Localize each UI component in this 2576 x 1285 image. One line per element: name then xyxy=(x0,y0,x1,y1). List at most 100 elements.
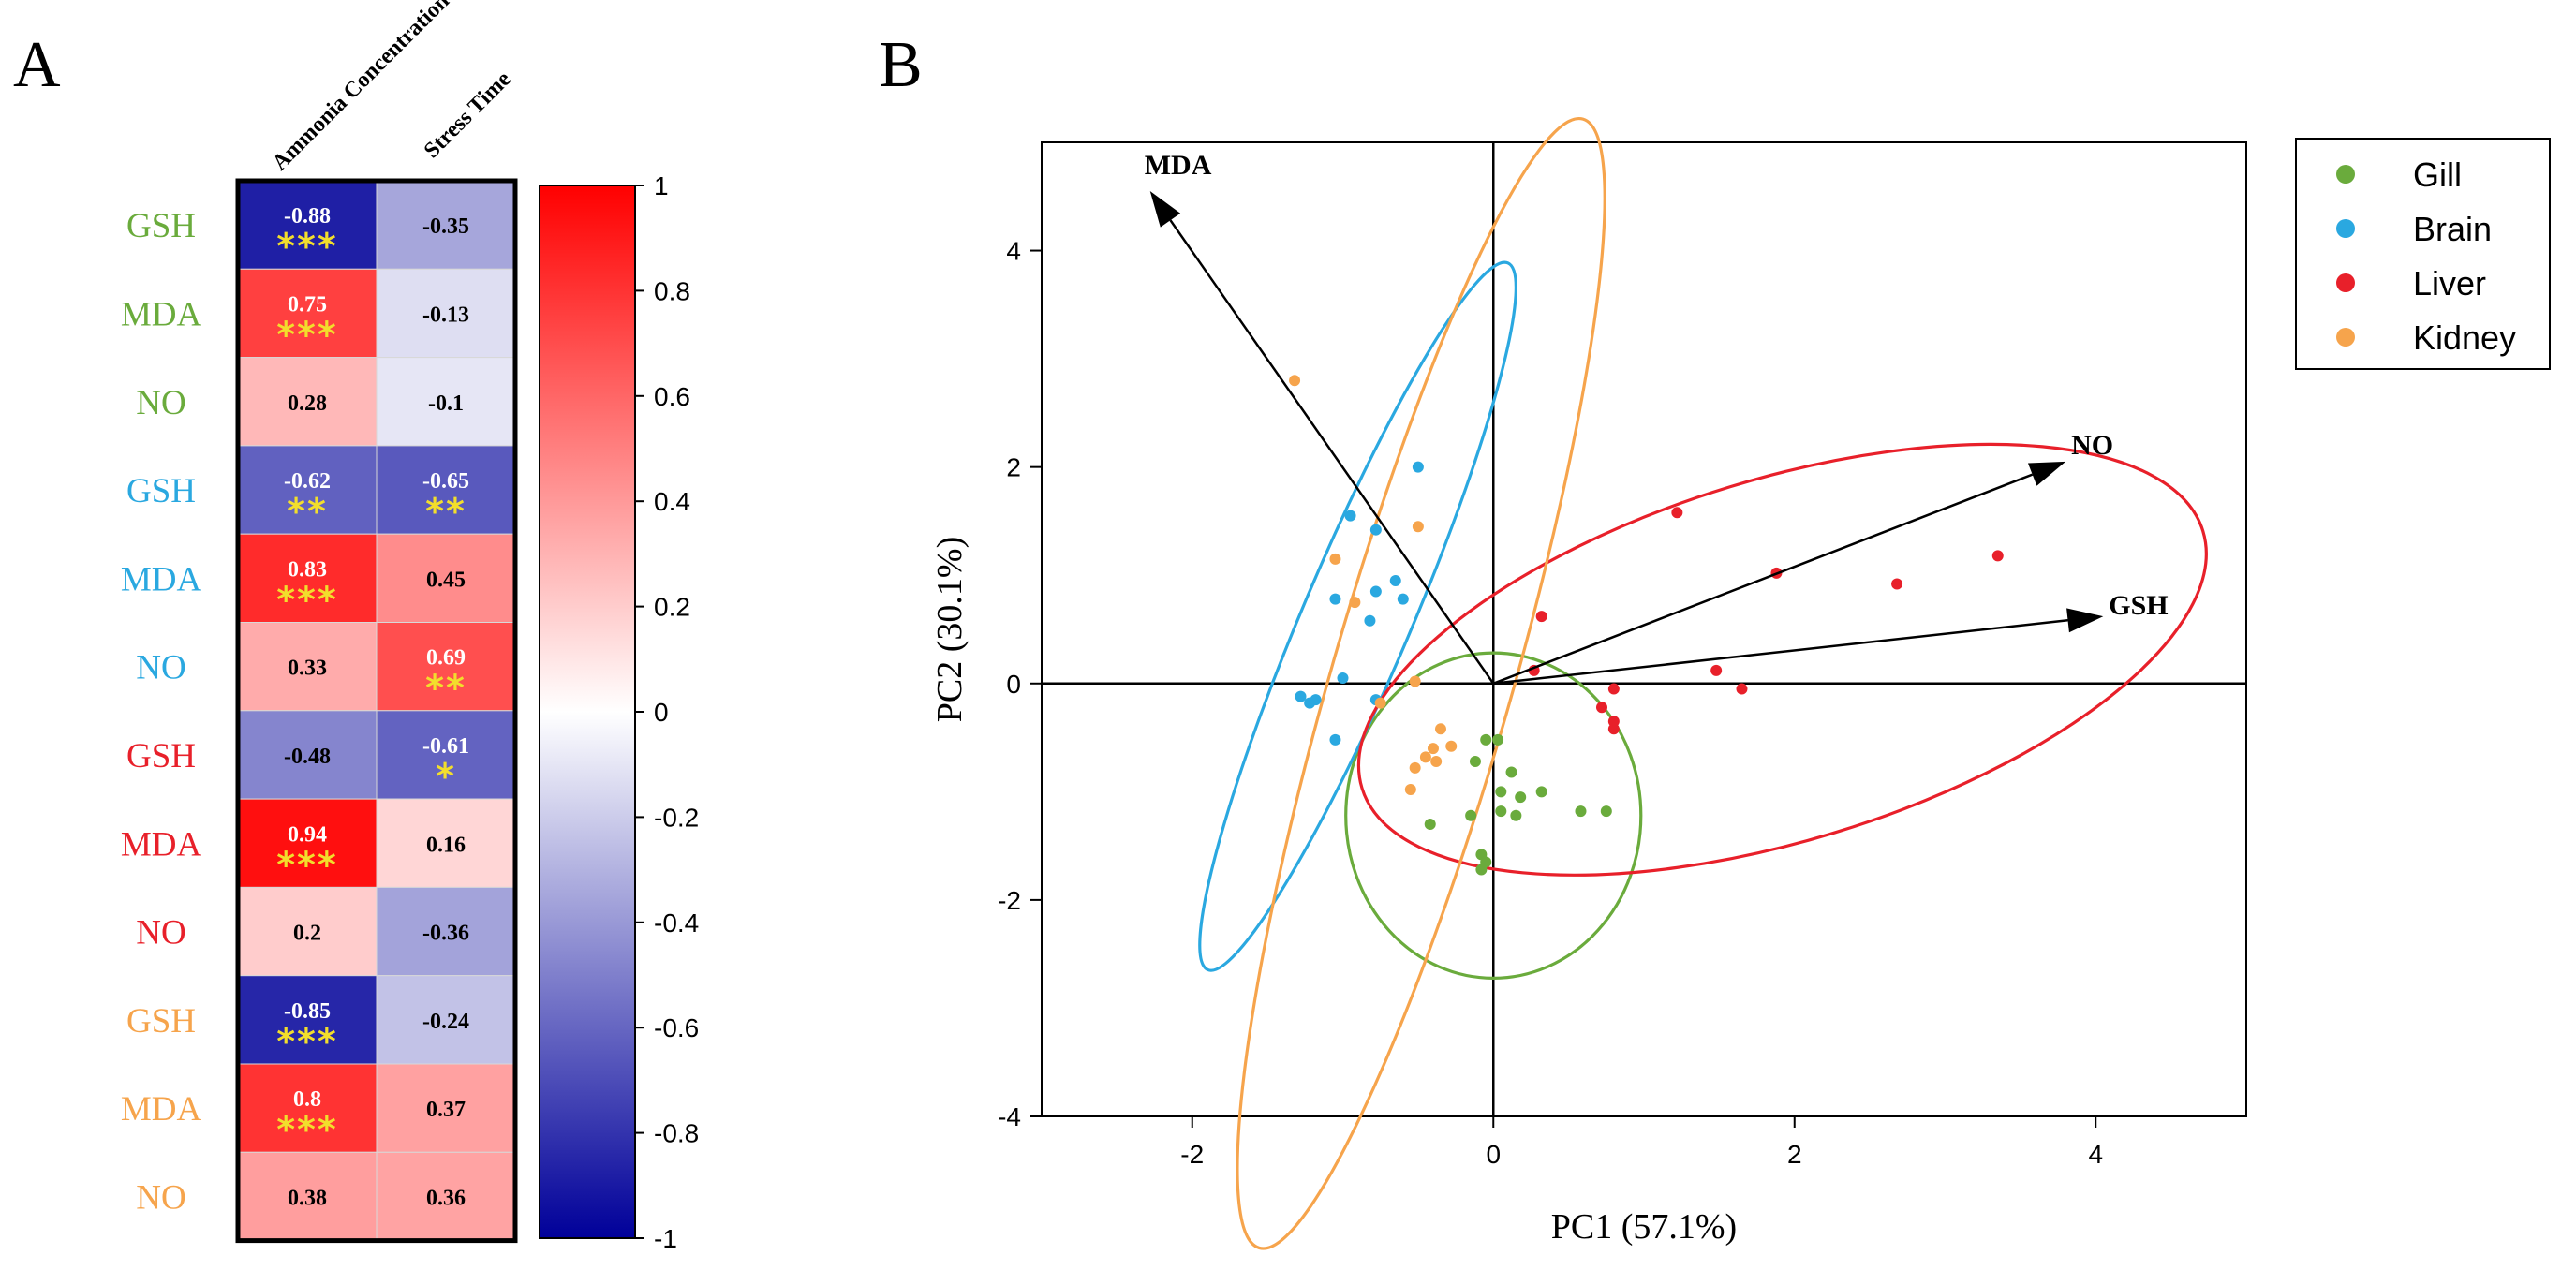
point-brain xyxy=(1389,575,1401,586)
point-liver xyxy=(1607,683,1620,695)
heatmap-cell xyxy=(376,1063,516,1153)
heatmap-cell xyxy=(376,798,516,888)
point-gill xyxy=(1495,786,1507,798)
point-gill xyxy=(1469,755,1481,767)
heatmap-cell xyxy=(237,798,378,888)
cell-value: -0.36 xyxy=(422,922,469,946)
row-label-gsh-gill: GSH xyxy=(126,207,196,245)
colorbar-tick-label: 0.2 xyxy=(654,593,690,622)
point-kidney xyxy=(1419,751,1431,763)
cell-value: 0.69 xyxy=(426,646,466,671)
point-brain xyxy=(1369,524,1382,536)
point-brain xyxy=(1412,461,1424,473)
cell-value: 0.83 xyxy=(288,557,327,582)
y-tick-label: -4 xyxy=(998,1102,1021,1131)
heatmap-cell xyxy=(237,1151,378,1242)
colorbar-tick-label: 0 xyxy=(654,698,669,727)
row-label-mda-kidney: MDA xyxy=(121,1090,202,1129)
heatmap-cell xyxy=(376,533,516,624)
x-axis-label: PC1 (57.1%) xyxy=(1551,1207,1737,1247)
point-gill xyxy=(1424,819,1436,830)
x-tick-label: 0 xyxy=(1486,1140,1501,1169)
significance-stars: *** xyxy=(276,844,338,885)
panel-a-label: A xyxy=(13,29,61,101)
point-gill xyxy=(1575,805,1587,818)
legend-label-kidney: Kidney xyxy=(2413,318,2516,357)
point-gill xyxy=(1600,805,1612,818)
point-kidney xyxy=(1349,597,1361,609)
point-kidney xyxy=(1374,697,1386,709)
y-tick-label: 2 xyxy=(1006,453,1021,482)
heatmap-cell xyxy=(376,445,516,535)
heatmap-cell xyxy=(237,1063,378,1153)
point-liver xyxy=(1736,683,1748,695)
legend-marker-liver xyxy=(2336,273,2355,292)
cell-value: -0.35 xyxy=(422,214,469,239)
point-kidney xyxy=(1409,761,1421,774)
heatmap-cell xyxy=(237,533,378,624)
loading-arrow-gsh xyxy=(1493,619,2068,686)
row-label-gsh-kidney: GSH xyxy=(126,1002,196,1041)
x-tick-label: 4 xyxy=(2088,1140,2103,1169)
cell-value: -0.48 xyxy=(284,745,331,769)
point-gill xyxy=(1475,864,1488,876)
point-kidney xyxy=(1329,553,1341,565)
colorbar-tick-label: -0.8 xyxy=(654,1119,699,1148)
y-tick-label: -2 xyxy=(998,886,1021,915)
point-gill xyxy=(1505,766,1517,778)
ellipse-gill xyxy=(1344,651,1643,980)
heatmap-cell xyxy=(237,445,378,535)
arrowhead-gsh xyxy=(2066,608,2104,633)
point-liver xyxy=(1891,578,1903,590)
loading-label-no: NO xyxy=(2071,430,2113,461)
point-brain xyxy=(1397,593,1409,605)
heatmap-cell xyxy=(237,180,378,270)
point-liver xyxy=(1710,664,1723,676)
cell-value: -0.65 xyxy=(422,469,469,494)
heatmap-cell xyxy=(376,357,516,447)
point-kidney xyxy=(1430,755,1443,767)
legend-label-brain: Brain xyxy=(2413,210,2492,248)
point-liver xyxy=(1607,723,1620,735)
heatmap-cell xyxy=(237,975,378,1065)
point-liver xyxy=(1595,702,1607,714)
point-liver xyxy=(1535,611,1547,623)
point-kidney xyxy=(1427,743,1439,755)
heatmap-cell xyxy=(237,268,378,359)
heatmap-cell xyxy=(376,622,516,712)
cell-value: -0.62 xyxy=(284,469,331,494)
heatmap-cell xyxy=(376,268,516,359)
point-gill xyxy=(1515,791,1527,804)
point-brain xyxy=(1369,585,1382,598)
ellipse-brain xyxy=(1198,260,1517,972)
plot-frame xyxy=(1041,141,2247,1117)
y-tick-label: 0 xyxy=(1006,670,1021,699)
point-kidney xyxy=(1404,784,1416,796)
loading-label-gsh: GSH xyxy=(2109,590,2168,621)
heatmap-frame xyxy=(235,178,518,1244)
colorbar-tick-label: -0.6 xyxy=(654,1013,699,1042)
point-gill xyxy=(1480,733,1492,746)
row-label-no-liver: NO xyxy=(136,914,185,953)
point-gill xyxy=(1465,809,1477,821)
ellipse-kidney xyxy=(1236,116,1606,1250)
cell-value: 0.45 xyxy=(426,568,466,592)
loading-arrow-mda xyxy=(1169,219,1495,685)
y-tick-label: 4 xyxy=(1006,237,1021,266)
cell-value: -0.61 xyxy=(422,734,469,759)
heatmap-cell xyxy=(376,710,516,800)
legend-label-gill: Gill xyxy=(2413,155,2462,194)
significance-stars: ** xyxy=(425,668,466,709)
row-label-mda-liver: MDA xyxy=(121,825,202,864)
colorbar-tick-label: 0.6 xyxy=(654,382,690,411)
point-kidney xyxy=(1409,675,1421,687)
significance-stars: *** xyxy=(276,1021,338,1062)
cell-value: -0.1 xyxy=(428,391,464,416)
cell-value: -0.85 xyxy=(284,999,331,1024)
cell-value: 0.2 xyxy=(293,922,321,946)
significance-stars: ** xyxy=(425,491,466,532)
point-gill xyxy=(1535,786,1547,798)
loading-label-mda: MDA xyxy=(1145,150,1212,181)
